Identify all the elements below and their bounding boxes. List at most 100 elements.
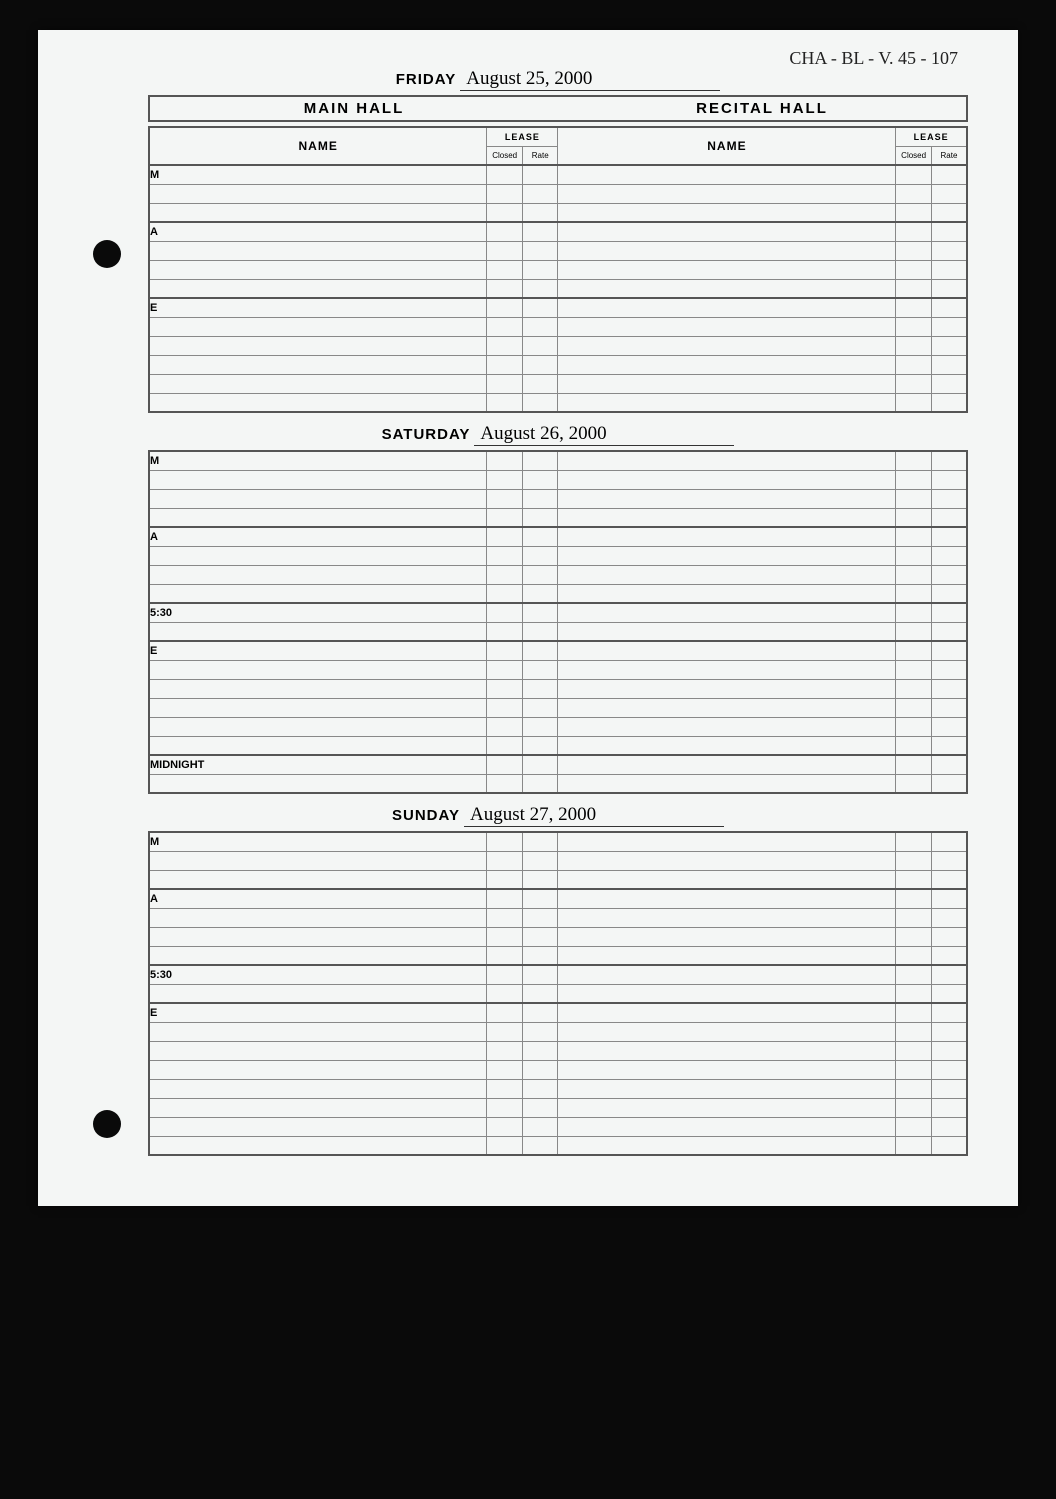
catalog-reference: CHA - BL - V. 45 - 107	[789, 48, 958, 69]
cell	[896, 508, 932, 527]
cell	[931, 774, 967, 793]
section-label: A	[149, 527, 487, 546]
cell	[931, 1098, 967, 1117]
cell	[558, 870, 896, 889]
table-row	[149, 679, 967, 698]
cell	[931, 698, 967, 717]
cell	[522, 355, 558, 374]
cell	[931, 298, 967, 317]
cell	[149, 679, 487, 698]
table-row	[149, 374, 967, 393]
cell	[931, 641, 967, 660]
cell	[896, 165, 932, 184]
cell	[522, 927, 558, 946]
cell	[149, 774, 487, 793]
table-row: M	[149, 832, 967, 851]
cell	[558, 660, 896, 679]
cell	[487, 851, 523, 870]
cell	[896, 546, 932, 565]
table-row	[149, 184, 967, 203]
cell	[522, 1117, 558, 1136]
day-handwritten: August 25, 2000	[460, 68, 720, 91]
cell	[896, 1079, 932, 1098]
cell	[896, 336, 932, 355]
cell	[896, 832, 932, 851]
cell	[149, 717, 487, 736]
section-label: M	[149, 165, 487, 184]
cell	[558, 698, 896, 717]
cell	[487, 470, 523, 489]
cell	[149, 736, 487, 755]
table-row: MIDNIGHT	[149, 755, 967, 774]
cell	[896, 736, 932, 755]
cell	[522, 451, 558, 470]
table-row	[149, 336, 967, 355]
cell	[931, 317, 967, 336]
cell	[558, 393, 896, 412]
cell	[558, 1022, 896, 1041]
cell	[558, 546, 896, 565]
cell	[149, 851, 487, 870]
cell	[931, 489, 967, 508]
cell	[487, 260, 523, 279]
cell	[522, 184, 558, 203]
table-row	[149, 393, 967, 412]
cell	[896, 1136, 932, 1155]
cell	[487, 508, 523, 527]
cell	[522, 241, 558, 260]
cell	[931, 1022, 967, 1041]
cell	[931, 679, 967, 698]
cell	[896, 1003, 932, 1022]
cell	[487, 527, 523, 546]
cell	[558, 489, 896, 508]
cell	[931, 203, 967, 222]
cell	[558, 222, 896, 241]
cell	[487, 870, 523, 889]
days-container: FRIDAYAugust 25, 2000MAIN HALLRECITAL HA…	[148, 68, 968, 1156]
cell	[896, 260, 932, 279]
cell	[522, 279, 558, 298]
cell	[896, 222, 932, 241]
cell	[522, 889, 558, 908]
section-label: E	[149, 641, 487, 660]
cell	[896, 184, 932, 203]
cell	[896, 698, 932, 717]
cell	[149, 1136, 487, 1155]
table-row	[149, 508, 967, 527]
cell	[896, 470, 932, 489]
cell	[896, 889, 932, 908]
table-row	[149, 1136, 967, 1155]
cell	[558, 470, 896, 489]
cell	[522, 965, 558, 984]
cell	[149, 984, 487, 1003]
table-row	[149, 355, 967, 374]
cell	[558, 317, 896, 336]
section-label: 5:30	[149, 603, 487, 622]
cell	[931, 584, 967, 603]
cell	[522, 755, 558, 774]
cell	[487, 984, 523, 1003]
table-row	[149, 774, 967, 793]
cell	[558, 832, 896, 851]
cell	[896, 451, 932, 470]
cell	[558, 965, 896, 984]
schedule-table: MA5:30EMIDNIGHT	[148, 450, 968, 794]
cell	[522, 1098, 558, 1117]
cell	[149, 336, 487, 355]
cell	[522, 1060, 558, 1079]
cell	[931, 451, 967, 470]
cell	[487, 774, 523, 793]
cell	[487, 374, 523, 393]
cell	[522, 203, 558, 222]
cell	[522, 984, 558, 1003]
cell	[558, 1136, 896, 1155]
cell	[149, 203, 487, 222]
cell	[931, 355, 967, 374]
cell	[522, 165, 558, 184]
cell	[558, 1041, 896, 1060]
cell	[931, 546, 967, 565]
section-label: A	[149, 222, 487, 241]
cell	[487, 641, 523, 660]
cell	[896, 1098, 932, 1117]
day-printed: FRIDAY	[396, 71, 456, 88]
